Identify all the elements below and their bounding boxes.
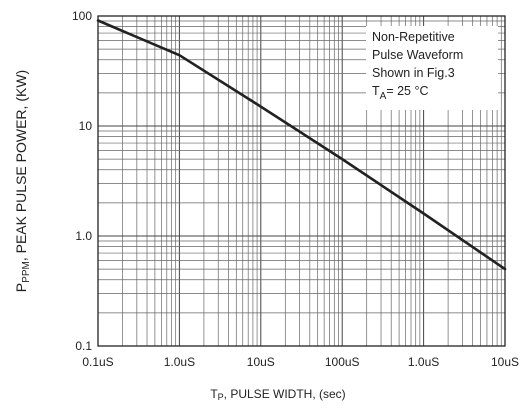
- y-axis-subscript: PPM: [21, 261, 32, 283]
- x-axis-text: , PULSE WIDTH, (sec): [224, 387, 346, 401]
- x-tick-label: 1.0uS: [408, 355, 439, 369]
- y-axis-text: , PEAK PULSE POWER, (KW): [13, 70, 29, 261]
- y-tick-label: 100: [72, 9, 92, 23]
- x-tick-label: 1.0uS: [164, 355, 195, 369]
- annotation-temp-value: = 25 °C: [386, 84, 428, 98]
- y-axis-title: PPPM, PEAK PULSE POWER, (KW): [13, 70, 32, 292]
- annotation-line-2: Pulse Waveform: [372, 48, 463, 62]
- x-tick-label: 10uS: [491, 355, 519, 369]
- annotation-temp-symbol: T: [372, 84, 380, 98]
- annotation-line-3: Shown in Fig.3: [372, 66, 455, 80]
- y-tick-labels: 0.1 1.0 10 100: [72, 9, 92, 353]
- annotation-line-1: Non-Repetitive: [372, 30, 455, 44]
- series-layer: [96, 19, 507, 271]
- annotation-temp-subscript: A: [380, 91, 387, 102]
- grid: [98, 16, 505, 346]
- x-tick-label: 100uS: [325, 355, 360, 369]
- annotation-box: Non-Repetitive Pulse Waveform Shown in F…: [366, 26, 498, 110]
- x-tick-label: 10uS: [247, 355, 275, 369]
- x-axis-title: TP, PULSE WIDTH, (sec): [210, 387, 345, 402]
- y-tick-label: 1.0: [75, 229, 92, 243]
- plot-frame: [97, 15, 506, 347]
- annotation-background: [366, 26, 498, 110]
- annotation-temperature: TA= 25 °C: [372, 84, 429, 102]
- x-tick-label: 0.1uS: [82, 355, 113, 369]
- x-axis-subscript: P: [218, 392, 224, 402]
- series-line: [96, 19, 507, 271]
- y-axis-symbol: P: [13, 283, 29, 292]
- x-tick-labels: 0.1uS 1.0uS 10uS 100uS 1.0uS 10uS: [82, 355, 519, 369]
- y-tick-label: 10: [79, 119, 93, 133]
- x-axis-symbol: T: [210, 387, 218, 401]
- y-tick-label: 0.1: [75, 339, 92, 353]
